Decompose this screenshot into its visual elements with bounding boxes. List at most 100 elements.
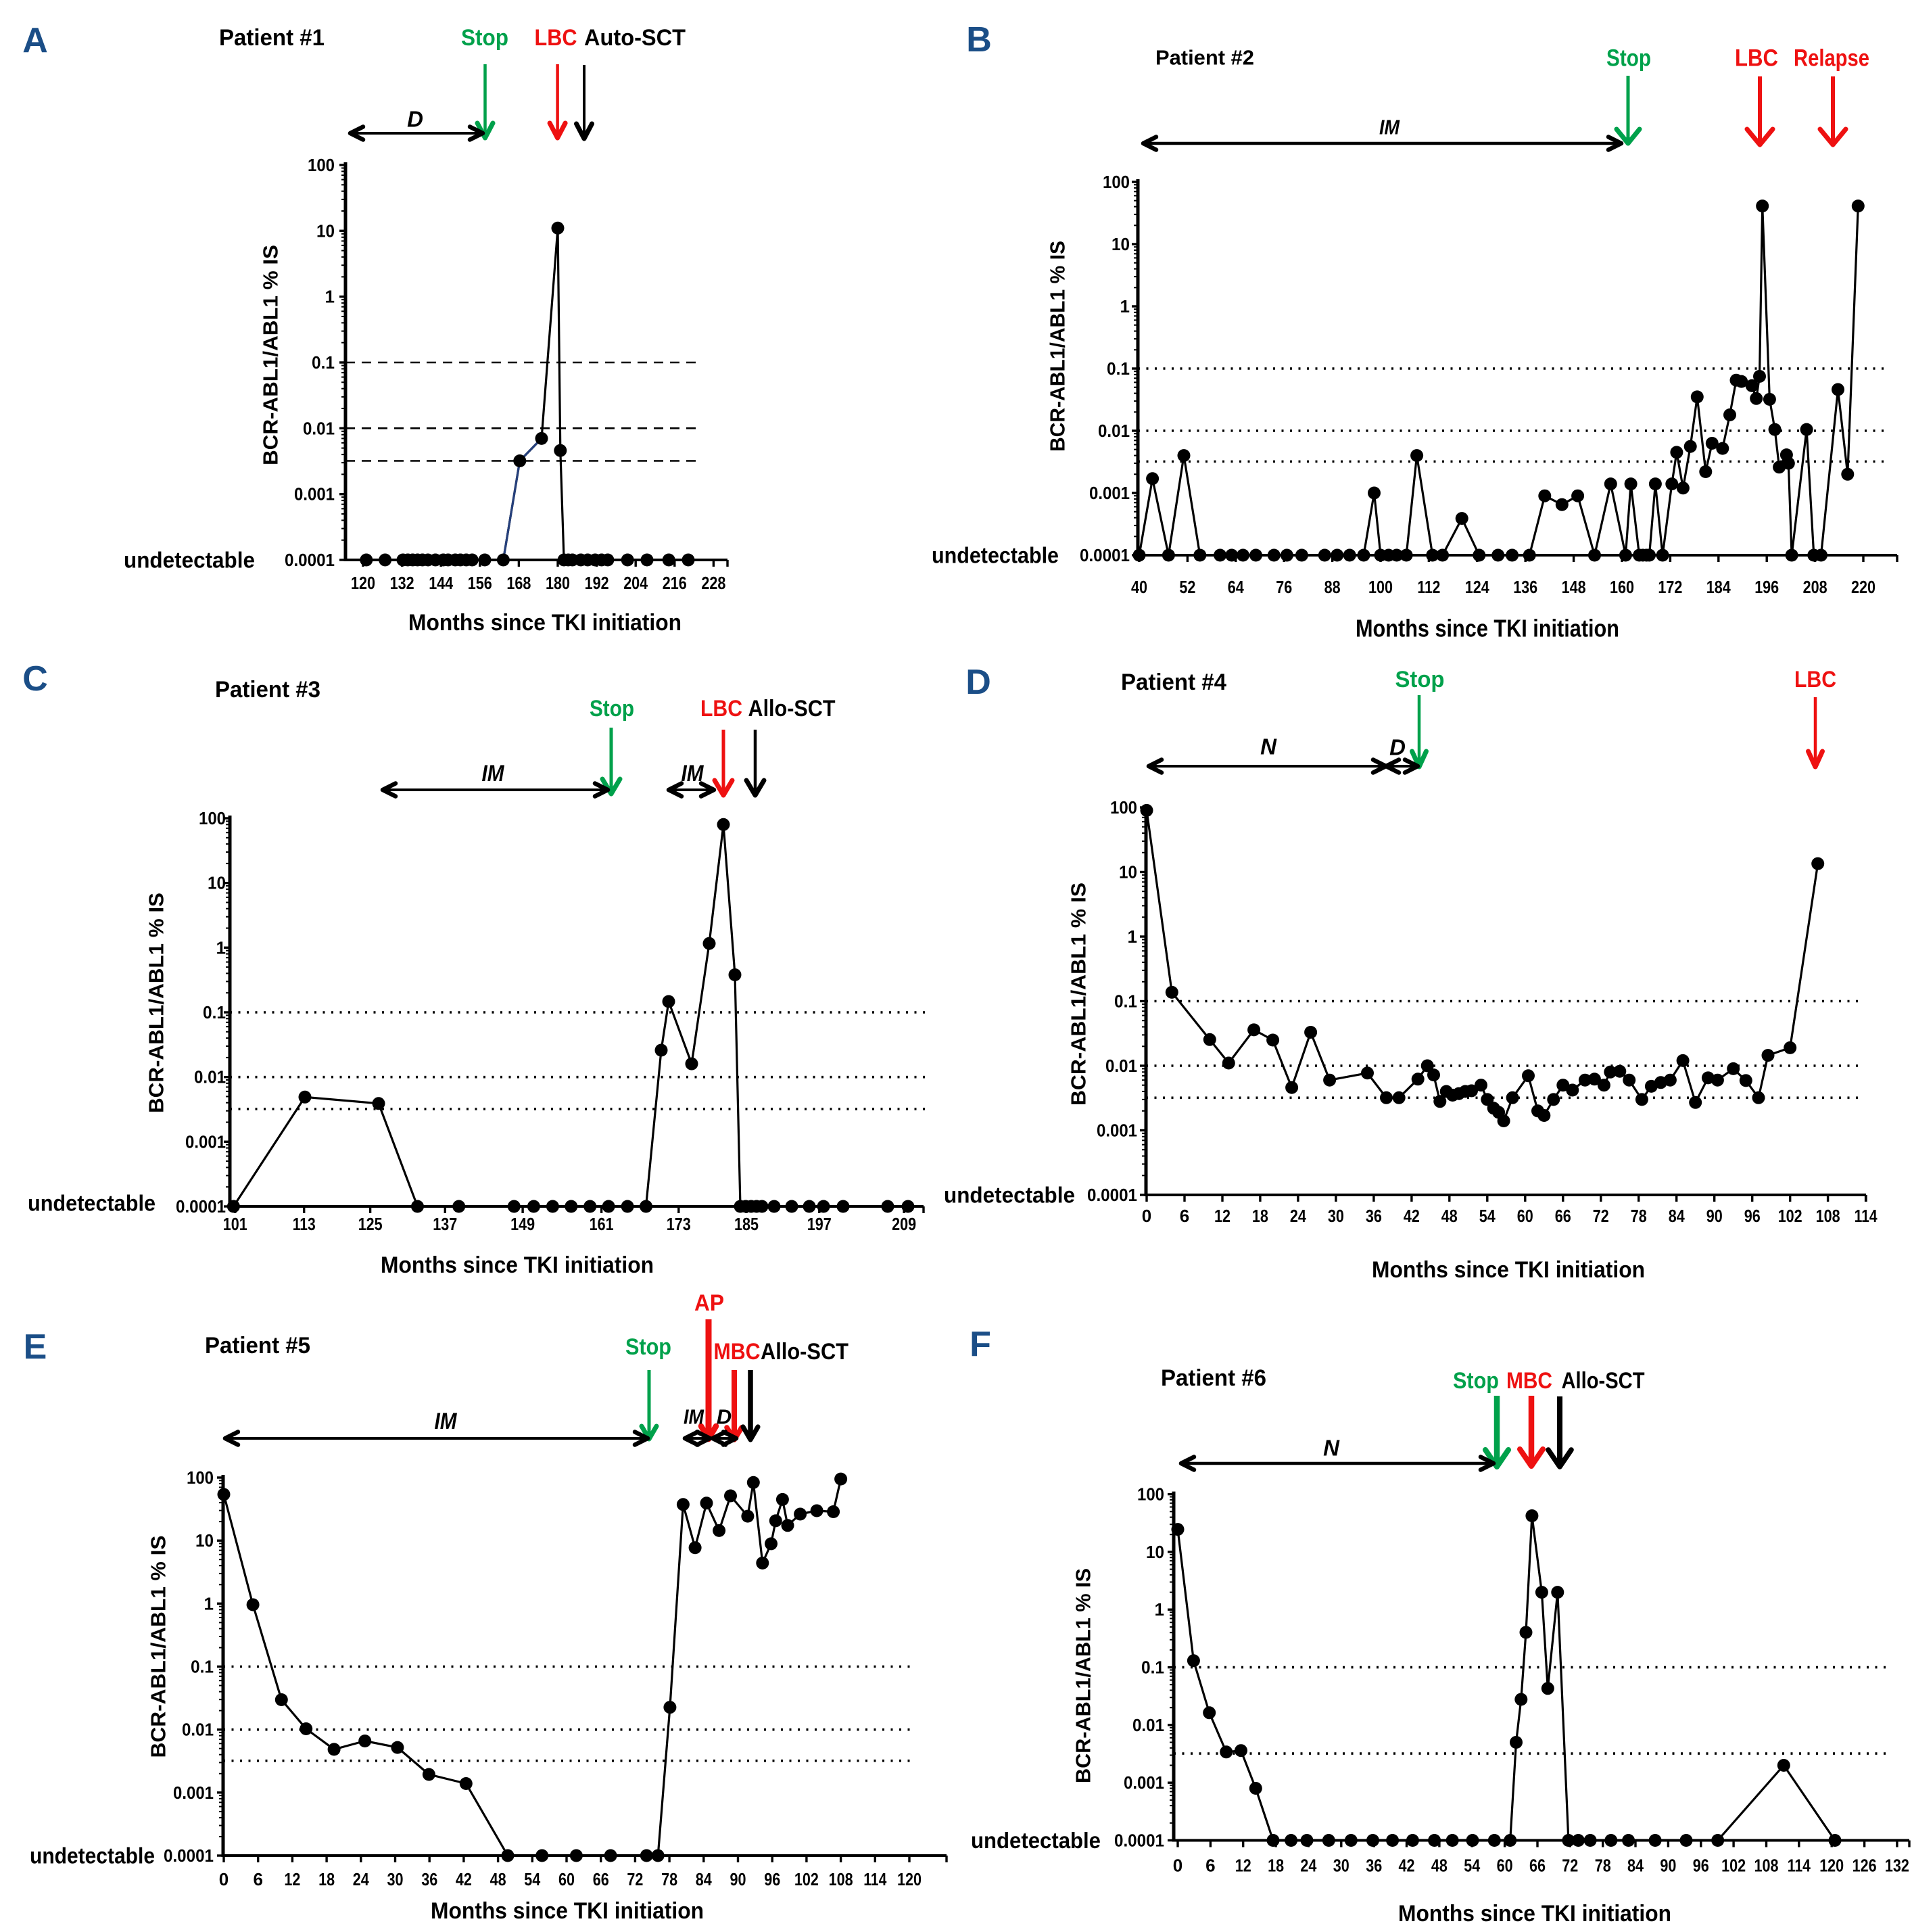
svg-text:66: 66 (1555, 1206, 1571, 1226)
svg-text:100: 100 (187, 1467, 214, 1488)
svg-text:Months since TKI initiation: Months since TKI initiation (1372, 1257, 1645, 1283)
svg-text:208: 208 (1803, 577, 1827, 597)
svg-text:64: 64 (1228, 577, 1244, 597)
svg-text:IM: IM (482, 761, 505, 786)
svg-text:149: 149 (510, 1214, 535, 1234)
svg-text:0.1: 0.1 (191, 1657, 214, 1677)
svg-text:MBC: MBC (1506, 1368, 1552, 1394)
svg-text:144: 144 (429, 573, 453, 593)
svg-text:72: 72 (1593, 1206, 1609, 1226)
svg-text:36: 36 (1366, 1206, 1382, 1226)
svg-text:78: 78 (661, 1869, 677, 1889)
svg-text:197: 197 (807, 1214, 832, 1234)
svg-text:1: 1 (325, 287, 335, 307)
svg-text:0.01: 0.01 (303, 418, 335, 438)
svg-text:136: 136 (1513, 577, 1537, 597)
svg-text:Stop: Stop (590, 696, 634, 722)
svg-text:220: 220 (1851, 577, 1875, 597)
svg-text:0.0001: 0.0001 (1087, 1185, 1137, 1205)
svg-text:LBC: LBC (1794, 667, 1836, 692)
svg-text:0.1: 0.1 (203, 1002, 226, 1022)
svg-text:108: 108 (1816, 1206, 1840, 1226)
svg-text:0.001: 0.001 (173, 1783, 214, 1803)
svg-text:0.001: 0.001 (294, 484, 335, 504)
svg-text:undetectable: undetectable (30, 1843, 155, 1868)
svg-text:96: 96 (1693, 1856, 1709, 1876)
svg-text:168: 168 (506, 573, 531, 593)
svg-text:Patient #2: Patient #2 (1155, 46, 1254, 70)
svg-text:132: 132 (390, 573, 414, 593)
svg-text:10: 10 (316, 220, 335, 241)
svg-text:undetectable: undetectable (124, 548, 255, 573)
svg-text:1: 1 (216, 937, 226, 958)
svg-text:196: 196 (1754, 577, 1779, 597)
svg-text:24: 24 (353, 1869, 369, 1889)
svg-text:30: 30 (387, 1869, 404, 1889)
svg-text:42: 42 (1404, 1206, 1420, 1226)
svg-text:D: D (407, 107, 423, 132)
svg-text:120: 120 (1819, 1856, 1844, 1876)
svg-text:156: 156 (468, 573, 492, 593)
svg-text:Patient #1: Patient #1 (219, 25, 325, 51)
svg-text:Stop: Stop (1606, 45, 1651, 72)
svg-text:BCR-ABL1/ABL1 % IS: BCR-ABL1/ABL1 % IS (145, 893, 168, 1113)
svg-text:Stop: Stop (625, 1334, 671, 1360)
svg-text:D: D (1389, 735, 1406, 760)
svg-text:0.01: 0.01 (1098, 421, 1130, 441)
svg-text:IM: IM (1379, 116, 1400, 139)
svg-text:0.1: 0.1 (1114, 991, 1137, 1012)
svg-text:Relapse: Relapse (1794, 45, 1869, 72)
svg-text:161: 161 (590, 1214, 614, 1234)
svg-text:96: 96 (1744, 1206, 1761, 1226)
svg-text:Months since TKI initiation: Months since TKI initiation (1398, 1901, 1671, 1927)
svg-text:undetectable: undetectable (944, 1183, 1075, 1208)
svg-text:1: 1 (1120, 296, 1130, 316)
svg-text:LBC: LBC (535, 25, 577, 51)
svg-text:72: 72 (627, 1869, 643, 1889)
svg-text:102: 102 (794, 1869, 819, 1889)
svg-text:30: 30 (1328, 1206, 1344, 1226)
svg-text:0.1: 0.1 (1107, 358, 1130, 379)
svg-text:100: 100 (1137, 1484, 1164, 1505)
svg-text:0.001: 0.001 (185, 1131, 226, 1152)
svg-text:54: 54 (1464, 1856, 1480, 1876)
svg-text:Stop: Stop (1453, 1368, 1499, 1394)
svg-text:N: N (1260, 734, 1277, 759)
svg-text:BCR-ABL1/ABL1 % IS: BCR-ABL1/ABL1 % IS (259, 245, 283, 465)
svg-text:LBC: LBC (700, 696, 742, 722)
svg-text:60: 60 (558, 1869, 575, 1889)
svg-text:12: 12 (284, 1869, 300, 1889)
svg-text:60: 60 (1497, 1856, 1513, 1876)
svg-text:BCR-ABL1/ABL1 % IS: BCR-ABL1/ABL1 % IS (147, 1536, 170, 1758)
svg-text:124: 124 (1465, 577, 1489, 597)
svg-text:E: E (24, 1327, 47, 1367)
svg-text:undetectable: undetectable (932, 543, 1059, 568)
svg-text:Patient #4: Patient #4 (1121, 669, 1226, 695)
svg-text:52: 52 (1179, 577, 1195, 597)
svg-text:204: 204 (623, 573, 648, 593)
svg-text:1: 1 (1155, 1599, 1164, 1620)
svg-text:101: 101 (223, 1214, 247, 1234)
svg-text:100: 100 (199, 808, 226, 828)
svg-text:D: D (965, 663, 991, 702)
svg-text:N: N (1323, 1436, 1340, 1461)
svg-text:6: 6 (253, 1869, 262, 1889)
svg-text:10: 10 (1112, 234, 1130, 254)
svg-text:6: 6 (1205, 1856, 1215, 1876)
svg-text:192: 192 (585, 573, 609, 593)
svg-text:108: 108 (829, 1869, 853, 1889)
svg-text:Auto-SCT: Auto-SCT (584, 25, 686, 51)
svg-text:160: 160 (1610, 577, 1634, 597)
svg-text:LBC: LBC (1735, 45, 1778, 72)
svg-text:IM: IM (682, 761, 704, 786)
svg-text:AP: AP (694, 1290, 724, 1316)
svg-text:125: 125 (358, 1214, 383, 1234)
svg-text:216: 216 (663, 573, 687, 593)
svg-text:114: 114 (1855, 1206, 1878, 1226)
svg-text:48: 48 (1431, 1856, 1448, 1876)
svg-text:114: 114 (863, 1869, 886, 1889)
svg-text:126: 126 (1853, 1856, 1877, 1876)
svg-text:10: 10 (195, 1530, 214, 1551)
svg-text:undetectable: undetectable (28, 1191, 156, 1216)
svg-text:36: 36 (1366, 1856, 1382, 1876)
